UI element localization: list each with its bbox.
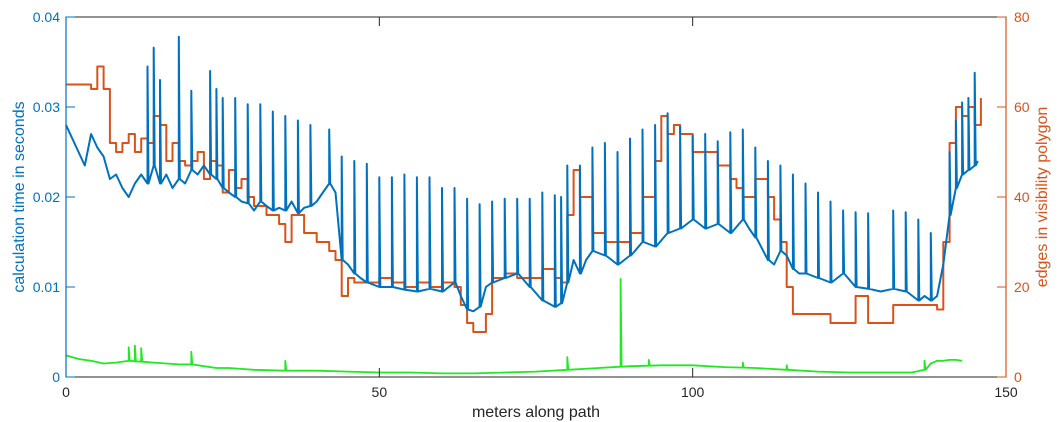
series-line-green [65, 278, 963, 375]
y-right-tick-label: 0 [1014, 369, 1022, 385]
y-left-tick-label: 0.02 [33, 189, 60, 205]
series-line-calculation-time [65, 35, 979, 313]
y-left-tick-label: 0.04 [33, 9, 60, 25]
x-tick-label: 50 [372, 384, 388, 400]
y-right-tick-label: 80 [1014, 9, 1030, 25]
x-axis-label: meters along path [472, 404, 600, 421]
y-right-tick-label: 40 [1014, 189, 1030, 205]
series-layer [65, 35, 982, 375]
x-tick-label: 150 [994, 384, 1018, 400]
x-tick-label: 100 [681, 384, 705, 400]
y-right-tick-label: 60 [1014, 99, 1030, 115]
plot-background [66, 17, 1006, 377]
y-left-tick-label: 0 [52, 369, 60, 385]
y-right-tick-label: 20 [1014, 279, 1030, 295]
y-left-tick-label: 0.03 [33, 99, 60, 115]
y-left-tick-label: 0.01 [33, 279, 60, 295]
x-tick-label: 0 [62, 384, 70, 400]
series-line-edges [66, 65, 982, 333]
y-axis-left-label: calculation time in seconds [11, 101, 28, 292]
y-axis-right-label: edges in visibility polygon [1034, 107, 1051, 288]
